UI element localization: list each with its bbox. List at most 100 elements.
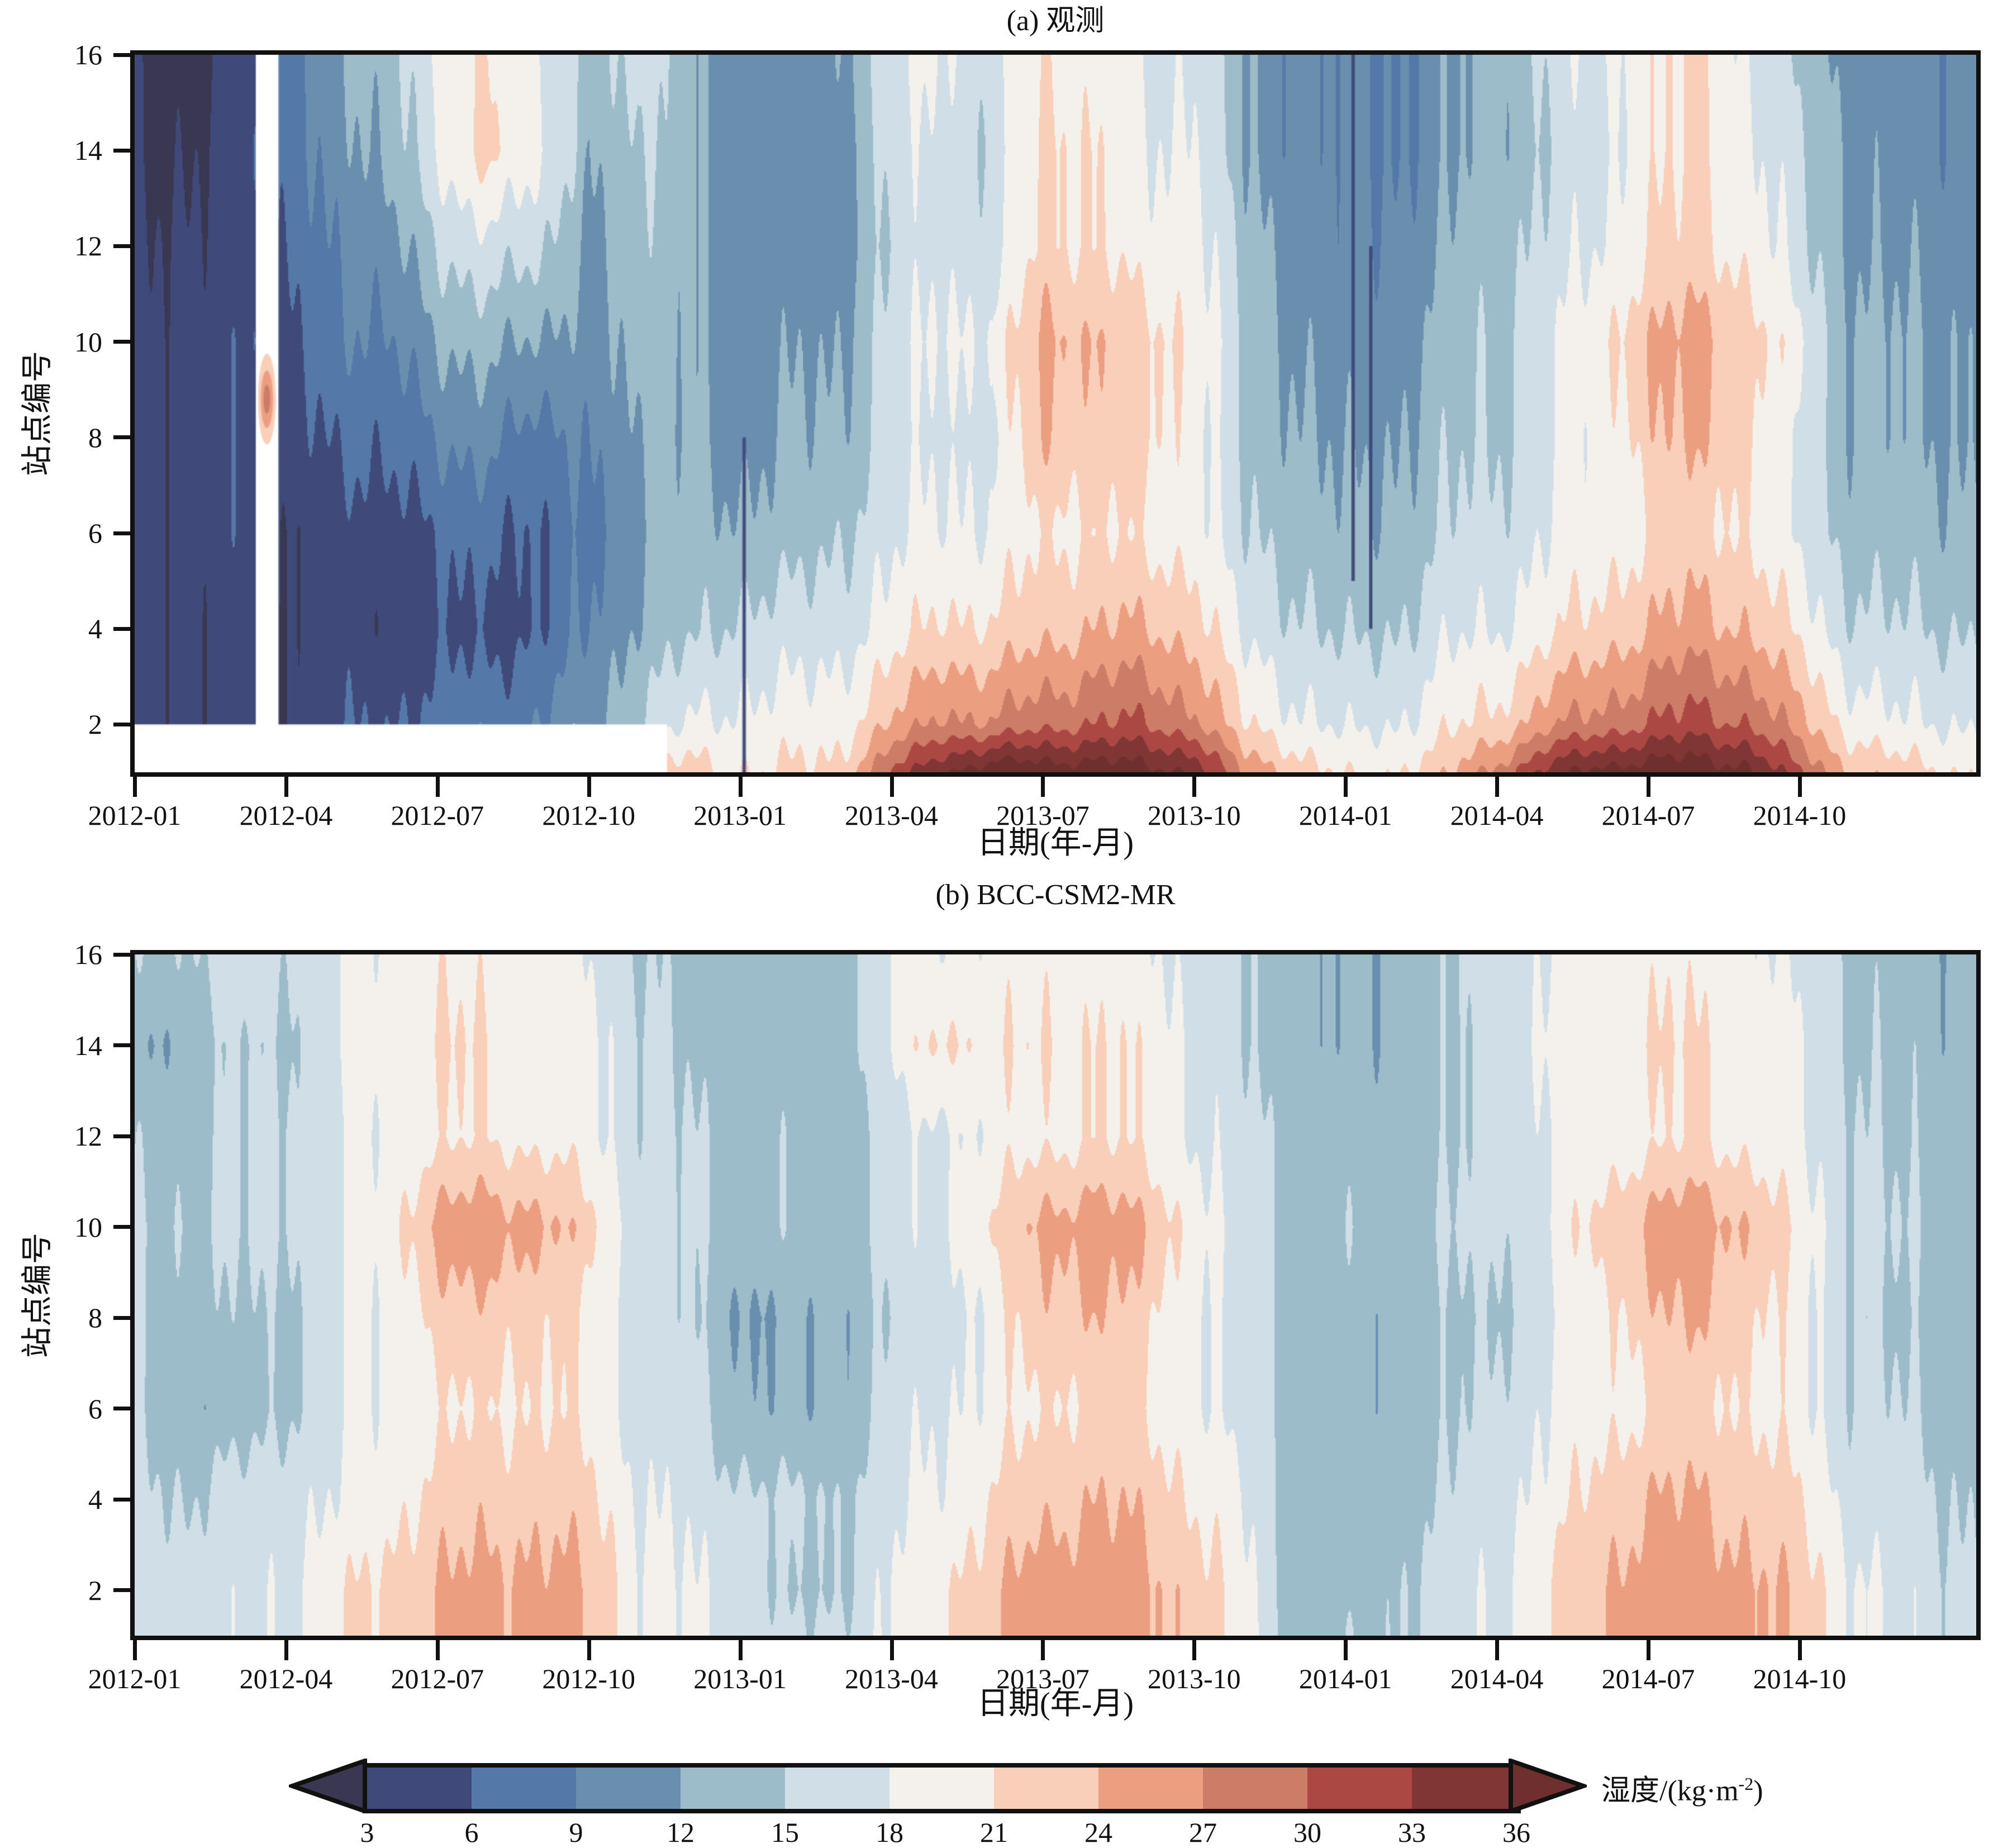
panel-b-title: (b) BCC-CSM2-MR [935, 879, 1176, 911]
panel-a-xlabel: 日期(年-月) [977, 826, 1134, 861]
x-tick-mark [435, 777, 440, 797]
x-tick-mark [1797, 777, 1802, 797]
colorbar-left-arrow [289, 1759, 367, 1813]
x-tick-label: 2013-01 [693, 1663, 787, 1694]
x-tick-mark [1344, 1640, 1348, 1660]
x-tick-label: 2014-07 [1601, 800, 1695, 831]
y-tick-mark [113, 531, 130, 535]
x-tick-mark [738, 777, 743, 797]
x-tick-label: 2012-04 [239, 1663, 333, 1694]
y-tick-label: 10 [74, 1211, 102, 1243]
y-tick-mark [113, 1497, 130, 1502]
x-tick-label: 2012-10 [542, 800, 636, 831]
y-tick-label: 12 [74, 1120, 102, 1152]
y-tick-mark [113, 722, 130, 726]
x-tick-label: 2013-10 [1147, 1663, 1241, 1694]
colorbar-segment [471, 1768, 576, 1809]
y-tick-mark [113, 435, 130, 440]
x-tick-mark [284, 777, 288, 797]
y-tick-mark [113, 1043, 130, 1047]
y-tick-mark [113, 1225, 130, 1229]
x-tick-mark [133, 777, 137, 797]
x-tick-label: 2013-07 [996, 800, 1090, 831]
colorbar-segment [680, 1768, 785, 1809]
y-tick-label: 2 [88, 1574, 102, 1606]
y-tick-mark [113, 1134, 130, 1138]
colorbar-tick-label: 15 [771, 1817, 799, 1848]
x-tick-label: 2013-04 [845, 800, 938, 831]
y-tick-label: 16 [74, 39, 102, 70]
y-tick-label: 14 [74, 1029, 102, 1061]
x-tick-mark [1041, 777, 1045, 797]
colorbar-tick-label: 6 [464, 1817, 479, 1848]
x-tick-mark [284, 1640, 288, 1660]
colorbar-tick-label: 36 [1502, 1817, 1530, 1848]
x-tick-label: 2012-07 [391, 800, 484, 831]
x-tick-label: 2013-10 [1147, 800, 1241, 831]
x-tick-label: 2014-01 [1298, 1663, 1392, 1694]
colorbar-tick-label: 3 [360, 1817, 374, 1848]
colorbar-tick-label: 18 [876, 1817, 903, 1848]
panel-b-ylabel: 站点编号 [20, 1233, 55, 1358]
x-tick-mark [738, 1640, 743, 1660]
colorbar-tick-label: 12 [667, 1817, 694, 1848]
x-tick-label: 2013-07 [996, 1663, 1090, 1694]
x-tick-mark [1797, 1640, 1802, 1660]
y-tick-label: 12 [74, 230, 102, 262]
x-tick-mark [1647, 777, 1650, 797]
colorbar-segment [1307, 1768, 1412, 1809]
x-tick-mark [1344, 777, 1348, 797]
colorbar-segment [1202, 1768, 1307, 1809]
x-tick-mark [1647, 1640, 1650, 1660]
x-tick-mark [1192, 777, 1197, 797]
x-tick-label: 2014-04 [1450, 1663, 1544, 1694]
y-tick-mark [113, 626, 130, 631]
y-tick-label: 4 [88, 1484, 102, 1516]
colorbar-segment [784, 1768, 889, 1809]
colorbar-unit-label: 湿度/(kg·m-2) [1601, 1763, 1763, 1812]
colorbar-right-arrow [1509, 1759, 1587, 1813]
x-tick-label: 2012-01 [88, 1663, 182, 1694]
colorbar-tick-label: 24 [1084, 1817, 1112, 1848]
colorbar-segment [1098, 1768, 1203, 1809]
y-tick-mark [113, 244, 130, 248]
colorbar-unit-superscript: -2 [1738, 1774, 1754, 1794]
colorbar-tick-label: 9 [569, 1817, 583, 1848]
x-tick-mark [133, 1640, 137, 1660]
y-tick-label: 8 [88, 1302, 102, 1334]
x-tick-mark [889, 777, 894, 797]
colorbar-segment [889, 1768, 994, 1809]
colorbar-segment [367, 1768, 472, 1809]
x-tick-mark [1495, 777, 1500, 797]
colorbar [363, 1763, 1521, 1813]
x-tick-mark [1495, 1640, 1500, 1660]
x-tick-label: 2014-10 [1753, 1663, 1847, 1694]
x-tick-label: 2012-07 [391, 1663, 484, 1694]
colorbar-unit-prefix: 湿度/(kg·m [1601, 1775, 1739, 1807]
panel-b-xlabel: 日期(年-月) [977, 1687, 1134, 1721]
panel-b-plot-area [130, 950, 1981, 1640]
x-tick-label: 2014-10 [1753, 800, 1847, 831]
x-tick-mark [1041, 1640, 1045, 1660]
x-tick-label: 2013-01 [693, 800, 787, 831]
y-tick-mark [113, 952, 130, 957]
x-tick-label: 2012-10 [542, 1663, 636, 1694]
y-tick-label: 2 [88, 709, 102, 740]
x-tick-label: 2012-01 [88, 800, 182, 831]
colorbar-segment [993, 1768, 1098, 1809]
panel-b-heatmap-canvas [135, 954, 1976, 1636]
x-tick-label: 2014-07 [1601, 1663, 1695, 1694]
panel-a-plot-area [130, 50, 1981, 777]
y-tick-label: 14 [74, 135, 102, 167]
colorbar-tick-label: 30 [1293, 1817, 1321, 1848]
y-tick-mark [113, 340, 130, 344]
x-tick-label: 2014-04 [1450, 800, 1544, 831]
y-tick-label: 6 [88, 517, 102, 549]
y-tick-mark [113, 148, 130, 153]
x-tick-mark [587, 1640, 591, 1660]
x-tick-label: 2012-04 [239, 800, 333, 831]
panel-a-ylabel: 站点编号 [20, 351, 55, 476]
colorbar-segment [1411, 1768, 1516, 1809]
y-tick-label: 16 [74, 939, 102, 970]
x-tick-mark [889, 1640, 894, 1660]
